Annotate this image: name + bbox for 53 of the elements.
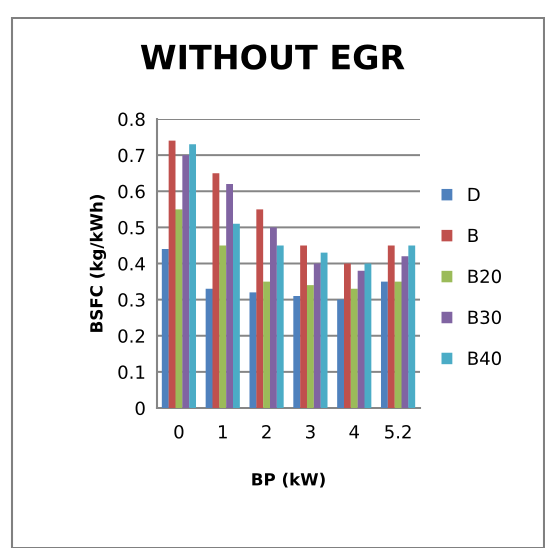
bar bbox=[320, 252, 328, 408]
x-tick-label: 1 bbox=[218, 425, 227, 438]
bar bbox=[212, 173, 220, 408]
legend-label: B30 bbox=[468, 310, 501, 324]
bar bbox=[307, 285, 314, 408]
bar bbox=[176, 209, 182, 408]
bar bbox=[350, 288, 358, 408]
y-tick-label: 0.4 bbox=[118, 256, 145, 271]
bar bbox=[364, 264, 372, 408]
bar bbox=[189, 144, 196, 408]
bar bbox=[182, 155, 190, 408]
bar bbox=[402, 256, 408, 408]
bar bbox=[344, 264, 351, 408]
legend-label: B20 bbox=[468, 270, 501, 284]
bar bbox=[263, 282, 270, 408]
bar bbox=[249, 292, 256, 408]
x-tick-label: 0 bbox=[174, 424, 184, 439]
chart-title: WITHOUT EGR bbox=[140, 44, 405, 70]
bar bbox=[314, 264, 321, 408]
bar bbox=[233, 224, 240, 408]
bar bbox=[206, 288, 212, 408]
y-tick-label: 0.1 bbox=[118, 365, 144, 379]
bar bbox=[380, 282, 388, 408]
bar bbox=[408, 245, 416, 408]
y-tick-label: 0.3 bbox=[118, 293, 144, 307]
bar bbox=[293, 296, 300, 408]
x-tick-label: 5.2 bbox=[385, 424, 411, 439]
legend-label: B bbox=[468, 228, 478, 242]
bar bbox=[168, 140, 176, 408]
y-tick-label: 0.6 bbox=[118, 184, 145, 198]
bar bbox=[337, 300, 344, 408]
bar bbox=[256, 209, 264, 408]
bar bbox=[276, 245, 284, 408]
y-tick-label: 0.8 bbox=[118, 112, 145, 126]
legend-label: D bbox=[468, 188, 480, 202]
x-tick-label: 2 bbox=[262, 424, 271, 438]
y-tick-label: 0 bbox=[136, 401, 145, 416]
bar bbox=[219, 245, 226, 408]
bar bbox=[388, 245, 395, 408]
x-tick-label: 4 bbox=[349, 425, 359, 438]
y-tick-label: 0.5 bbox=[118, 220, 144, 234]
y-axis-title: BSFC (kg/kWh) bbox=[90, 195, 106, 332]
bar bbox=[162, 249, 169, 408]
bar bbox=[300, 245, 307, 408]
bar bbox=[358, 270, 365, 408]
y-tick-label: 0.7 bbox=[118, 148, 144, 162]
x-axis-title: BP (kW) bbox=[252, 472, 325, 488]
bar bbox=[226, 184, 234, 408]
bar bbox=[394, 282, 402, 408]
bar bbox=[270, 227, 277, 408]
x-tick-label: 3 bbox=[306, 424, 315, 439]
legend-label: B40 bbox=[468, 351, 501, 366]
y-tick-label: 0.2 bbox=[118, 329, 144, 343]
